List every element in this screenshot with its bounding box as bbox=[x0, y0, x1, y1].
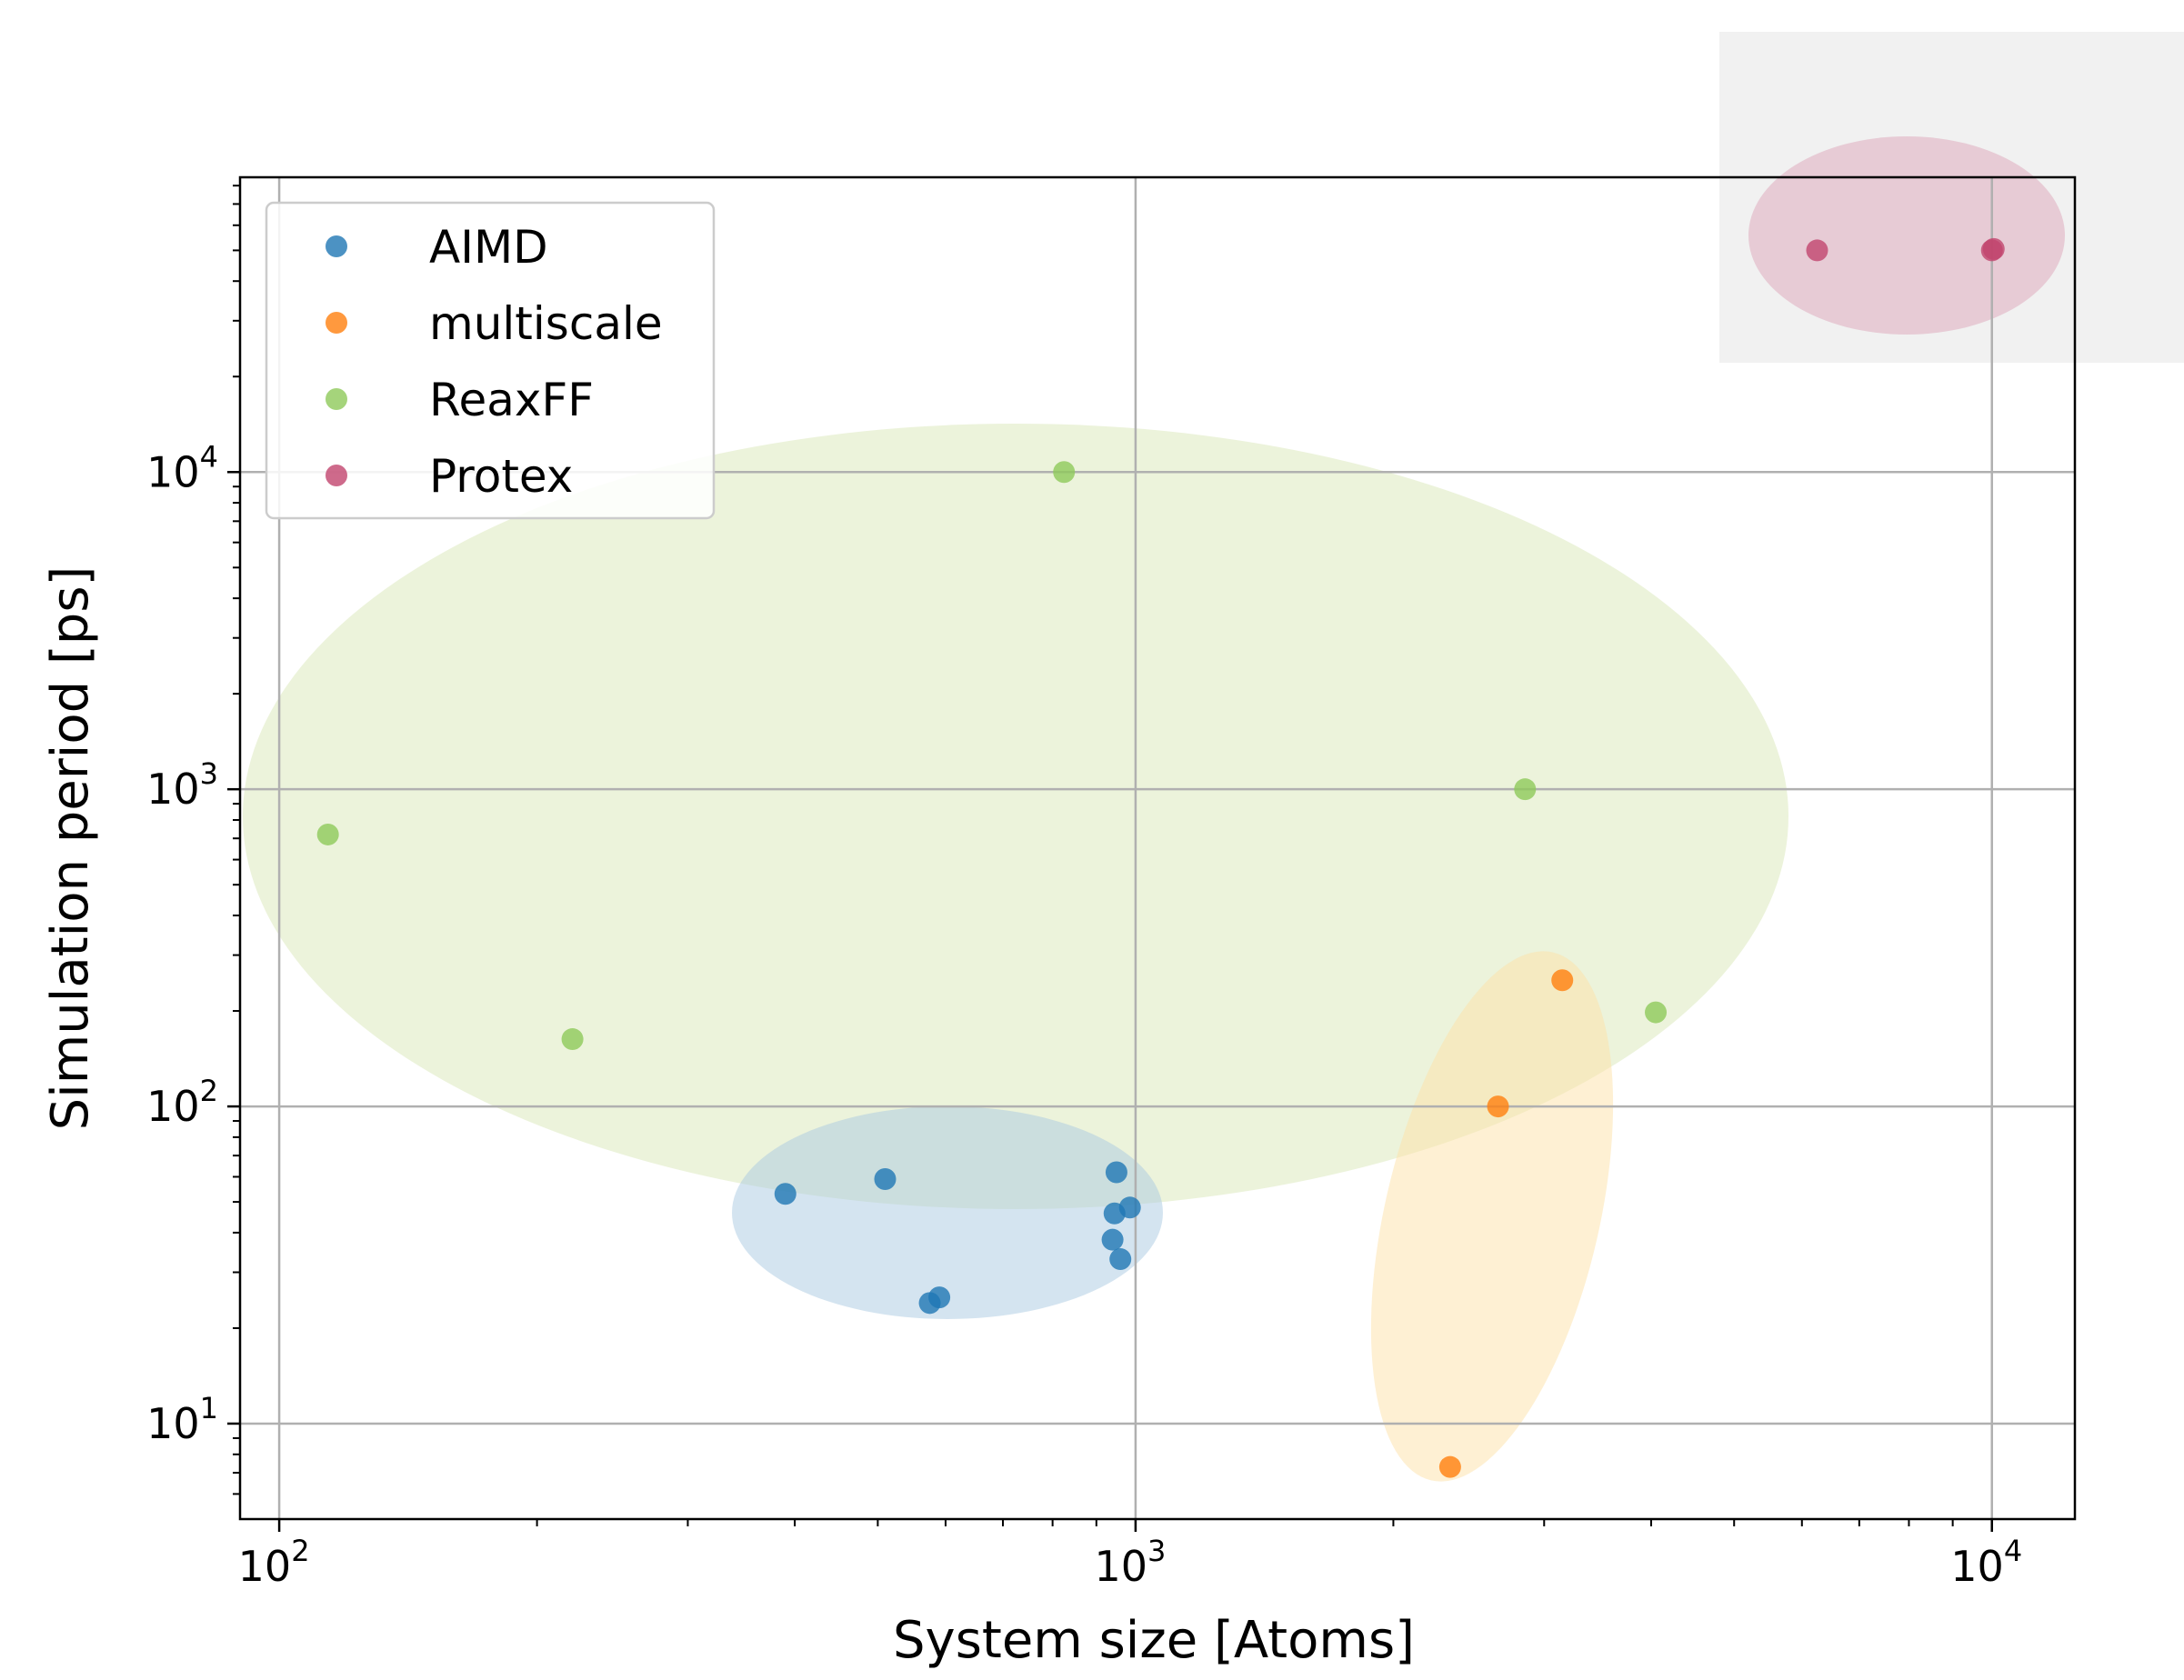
x-axis-title: System size [Atoms] bbox=[893, 1611, 1415, 1670]
aimd-point bbox=[918, 1292, 941, 1315]
x-tick-exponent: 4 bbox=[2004, 1534, 2022, 1568]
multiscale-point bbox=[1438, 1455, 1461, 1478]
legend-box bbox=[265, 201, 716, 520]
legend-label-multiscale: multiscale bbox=[429, 297, 663, 350]
major-ticks bbox=[227, 471, 1993, 1532]
x-tick-labels: 102 103 104 bbox=[238, 1534, 2023, 1591]
legend-label-aimd: AIMD bbox=[429, 221, 548, 274]
legend-marker-reaxff bbox=[326, 388, 347, 410]
multiscale-point bbox=[1551, 969, 1574, 992]
plot-area-border bbox=[238, 175, 2077, 1521]
reaxff-point bbox=[316, 823, 339, 845]
legend-marker-aimd bbox=[326, 235, 347, 257]
y-axis-title: Simulation period [ps] bbox=[41, 566, 100, 1131]
multiscale-cluster-ellipse bbox=[1370, 951, 1614, 1482]
protex-cluster-ellipse bbox=[1748, 136, 2065, 335]
legend-label-protex: Protex bbox=[429, 450, 573, 503]
aimd-point bbox=[1118, 1196, 1141, 1219]
reaxff-point bbox=[1053, 461, 1076, 484]
y-tick-exponent: 4 bbox=[200, 439, 218, 474]
x-tick-label: 102 bbox=[238, 1534, 310, 1591]
aimd-cluster-ellipse bbox=[732, 1106, 1163, 1319]
y-tick-label: 103 bbox=[146, 756, 218, 814]
aimd-point bbox=[1109, 1248, 1132, 1271]
x-tick-exponent: 2 bbox=[291, 1534, 309, 1568]
x-tick-base: 10 bbox=[238, 1542, 292, 1591]
x-tick-exponent: 3 bbox=[1147, 1534, 1166, 1568]
cluster-ellipses bbox=[243, 136, 2065, 1482]
y-tick-base: 10 bbox=[146, 765, 200, 814]
x-tick-label: 104 bbox=[1950, 1534, 2022, 1591]
y-tick-exponent: 2 bbox=[200, 1074, 218, 1108]
aimd-point bbox=[774, 1183, 796, 1205]
grid-lines bbox=[240, 177, 2075, 1519]
multiscale-point bbox=[1487, 1095, 1509, 1118]
y-tick-base: 10 bbox=[146, 1082, 200, 1131]
x-tick-base: 10 bbox=[1950, 1542, 2004, 1591]
reaxff-point bbox=[1514, 778, 1537, 801]
reaxff-point bbox=[561, 1028, 584, 1051]
y-tick-exponent: 1 bbox=[200, 1391, 218, 1425]
y-tick-label: 104 bbox=[146, 439, 218, 496]
y-tick-base: 10 bbox=[146, 1399, 200, 1448]
aimd-point bbox=[1105, 1161, 1127, 1184]
y-tick-label: 102 bbox=[146, 1074, 218, 1131]
reaxff-cluster-ellipse bbox=[243, 424, 1788, 1209]
x-tick-base: 10 bbox=[1094, 1542, 1147, 1591]
protex-point bbox=[1806, 239, 1828, 262]
x-tick-label: 103 bbox=[1094, 1534, 1166, 1591]
legend-label-reaxff: ReaxFF bbox=[429, 374, 594, 426]
legend-marker-multiscale bbox=[326, 312, 347, 334]
aimd-point bbox=[874, 1168, 897, 1191]
y-tick-base: 10 bbox=[146, 447, 200, 496]
y-tick-label: 101 bbox=[146, 1391, 218, 1448]
legend: AIMD multiscale ReaxFF Protex bbox=[265, 201, 716, 520]
legend-marker-protex bbox=[326, 465, 347, 486]
data-points bbox=[316, 237, 2005, 1478]
legend-items: AIMD multiscale ReaxFF Protex bbox=[326, 221, 663, 503]
reaxff-point bbox=[1645, 1001, 1668, 1024]
protex-point bbox=[1982, 237, 2005, 260]
aimd-point bbox=[1101, 1228, 1124, 1251]
minor-ticks bbox=[233, 185, 1954, 1526]
y-tick-exponent: 3 bbox=[200, 756, 218, 791]
